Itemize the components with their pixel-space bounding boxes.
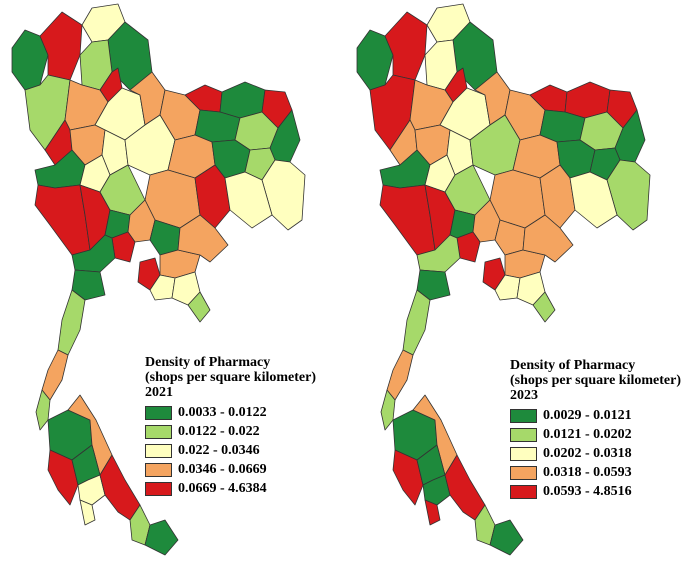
legend-label: 0.0318 - 0.0593 — [543, 464, 632, 480]
map-legend-2023: Density of Pharmacy (shops per square ki… — [510, 358, 681, 501]
legend-item: 0.0202 - 0.0318 — [510, 444, 681, 463]
province — [99, 454, 141, 521]
province — [111, 231, 136, 263]
legend-swatch — [510, 484, 537, 499]
legend-swatch — [510, 465, 537, 480]
legend-class-list: 0.0033 - 0.0122 0.0122 - 0.022 0.022 - 0… — [145, 403, 316, 498]
province — [522, 214, 574, 263]
province — [386, 349, 414, 401]
province — [224, 171, 273, 229]
legend-item: 0.0593 - 4.8516 — [510, 482, 681, 501]
legend-label: 0.0122 - 0.022 — [178, 423, 260, 439]
province — [41, 349, 69, 401]
legend-swatch — [145, 443, 172, 458]
province — [489, 519, 524, 556]
province — [219, 81, 266, 119]
province — [177, 214, 229, 263]
province — [564, 81, 611, 119]
province — [380, 389, 396, 431]
choropleth-map-2021 — [11, 3, 306, 556]
legend-label: 0.0121 - 0.0202 — [543, 426, 632, 442]
legend-swatch — [145, 462, 172, 477]
province — [456, 231, 481, 263]
legend-year: 2023 — [510, 388, 538, 403]
province — [11, 29, 49, 91]
province — [424, 499, 441, 526]
legend-label: 0.0669 - 4.6384 — [178, 480, 267, 496]
province — [416, 269, 451, 301]
legend-item: 0.0346 - 0.0669 — [145, 460, 316, 479]
legend-title: Density of Pharmacy — [510, 358, 636, 373]
legend-label: 0.0033 - 0.0122 — [178, 404, 267, 420]
legend-item: 0.0029 - 0.0121 — [510, 406, 681, 425]
legend-item: 0.0033 - 0.0122 — [145, 403, 316, 422]
legend-subtitle: (shops per square kilometer) — [145, 370, 316, 385]
province — [569, 171, 618, 229]
province — [39, 11, 83, 81]
legend-swatch — [510, 408, 537, 423]
province — [261, 159, 306, 231]
legend-item: 0.0122 - 0.022 — [145, 422, 316, 441]
choropleth-map-2023 — [356, 3, 651, 556]
province — [71, 269, 106, 301]
legend-item: 0.0121 - 0.0202 — [510, 425, 681, 444]
province — [532, 291, 556, 323]
province — [79, 499, 96, 526]
legend-subtitle: (shops per square kilometer) — [510, 373, 681, 388]
map-legend-2021: Density of Pharmacy (shops per square ki… — [145, 355, 316, 498]
legend-label: 0.0593 - 4.8516 — [543, 483, 632, 499]
legend-item: 0.0669 - 4.6384 — [145, 479, 316, 498]
legend-title: Density of Pharmacy — [145, 355, 271, 370]
legend-item: 0.0318 - 0.0593 — [510, 463, 681, 482]
province — [402, 289, 431, 356]
province — [35, 389, 51, 431]
legend-swatch — [145, 424, 172, 439]
province — [356, 29, 394, 91]
legend-label: 0.0346 - 0.0669 — [178, 461, 267, 477]
legend-swatch — [510, 427, 537, 442]
legend-swatch — [145, 481, 172, 496]
province — [57, 289, 86, 356]
province — [606, 159, 651, 231]
legend-swatch — [510, 446, 537, 461]
legend-item: 0.022 - 0.0346 — [145, 441, 316, 460]
province — [384, 11, 428, 81]
legend-class-list: 0.0029 - 0.0121 0.0121 - 0.0202 0.0202 -… — [510, 406, 681, 501]
province — [444, 454, 486, 521]
legend-year: 2021 — [145, 385, 173, 400]
legend-label: 0.0202 - 0.0318 — [543, 445, 632, 461]
province — [187, 291, 211, 323]
province — [144, 519, 179, 556]
legend-swatch — [145, 405, 172, 420]
province-group — [356, 3, 651, 556]
province-group — [11, 3, 306, 556]
legend-label: 0.022 - 0.0346 — [178, 442, 260, 458]
legend-label: 0.0029 - 0.0121 — [543, 407, 632, 423]
